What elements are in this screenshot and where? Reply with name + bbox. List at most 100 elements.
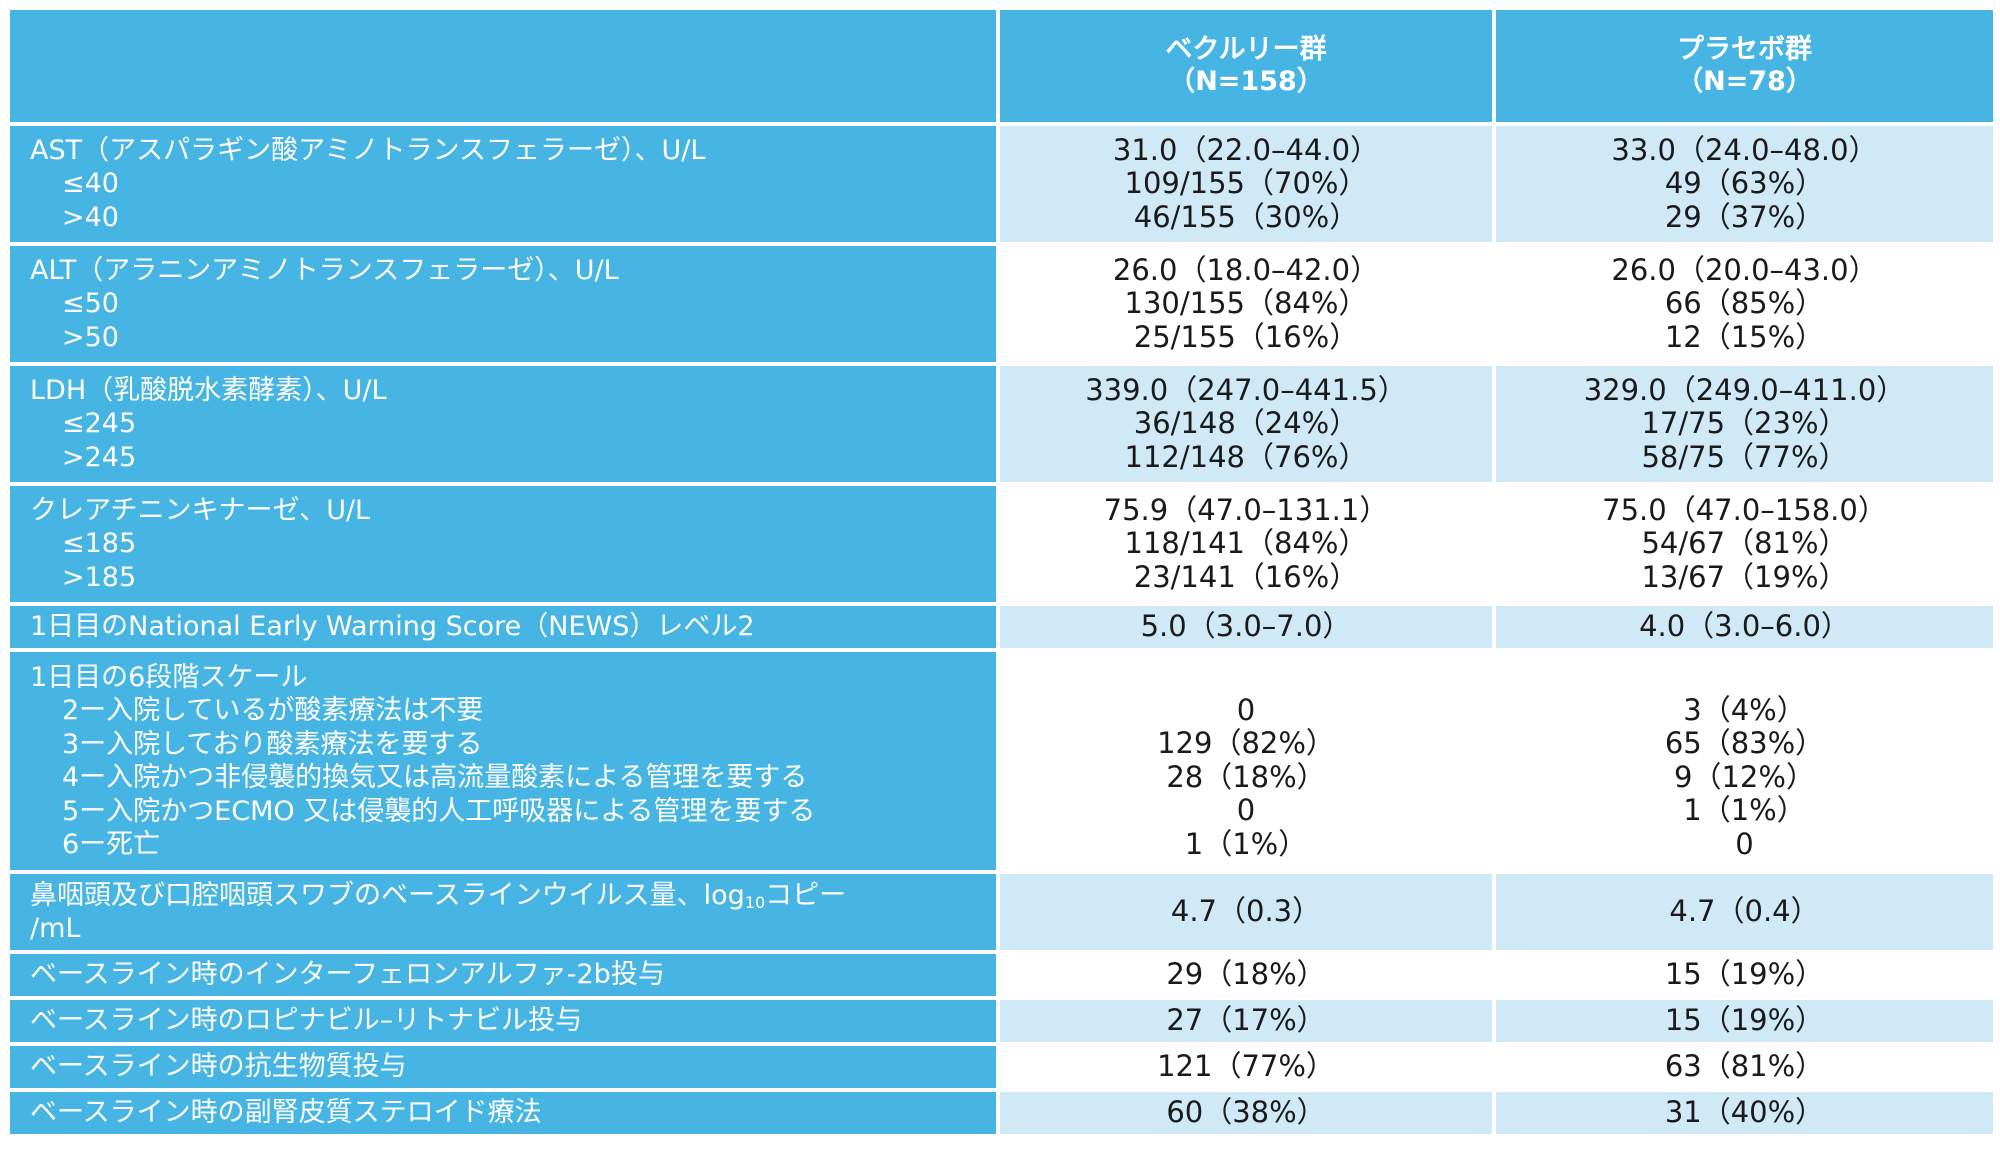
row-label: ベースライン時のロピナビル–リトナビル投与 xyxy=(10,1000,1000,1046)
table-row-antibiotics: ベースライン時の抗生物質投与 121（77%） 63（81%） xyxy=(10,1046,1993,1092)
cell-value: 130/155（84%） xyxy=(1124,286,1368,321)
row-label-main: ベースライン時の抗生物質投与 xyxy=(30,1051,407,1083)
row-label-sub: 5ー入院かつECMO 又は侵襲的人工呼吸器による管理を要する xyxy=(62,795,816,827)
cell-value: 3（4%） xyxy=(1683,692,1806,727)
table-row-corticosteroids: ベースライン時の副腎皮質ステロイド療法 60（38%） 31（40%） xyxy=(10,1092,1993,1138)
placebo-value-cell: 31（40%） xyxy=(1496,1092,1993,1138)
cell-value: 31.0（22.0–44.0） xyxy=(1112,132,1380,167)
veklury-value-cell: 60（38%） xyxy=(1000,1092,1496,1138)
row-label-main: クレアチニンキナーゼ、U/L xyxy=(30,494,371,526)
row-label: AST（アスパラギン酸アミノトランスフェラーゼ）、U/L ≤40 >40 xyxy=(10,126,1000,246)
row-label-continuation: /mL xyxy=(30,913,81,944)
table-row-creatine-kinase: クレアチニンキナーゼ、U/L ≤185 >185 75.9（47.0–131.1… xyxy=(10,486,1993,606)
row-label-sub: ≤40 xyxy=(62,168,119,200)
table-row-news: 1日目のNational Early Warning Score（NEWS）レベ… xyxy=(10,606,1993,652)
cell-value: 1（1%） xyxy=(1683,793,1806,828)
cell-value: 109/155（70%） xyxy=(1124,166,1368,201)
cell-value: 26.0（18.0–42.0） xyxy=(1112,252,1380,287)
row-label-main: AST（アスパラギン酸アミノトランスフェラーゼ）、U/L xyxy=(30,134,706,166)
row-label-main: 1日目の6段階スケール xyxy=(30,661,308,693)
cell-value: 339.0（247.0–441.5） xyxy=(1085,372,1407,407)
row-label-sub: >245 xyxy=(62,441,137,473)
cell-value: 12（15%） xyxy=(1664,319,1825,354)
cell-value: 29（18%） xyxy=(1166,957,1326,992)
placebo-value-cell: 329.0（249.0–411.0） 17/75（23%） 58/75（77%） xyxy=(1496,366,1993,486)
row-label-sub: ≤245 xyxy=(62,408,137,440)
row-label: ALT（アラニンアミノトランスフェラーゼ）、U/L ≤50 >50 xyxy=(10,246,1000,366)
cell-value: 65（83%） xyxy=(1664,726,1825,761)
veklury-group-title: ベクルリー群 xyxy=(1165,34,1327,65)
row-label-sub: >40 xyxy=(62,201,119,233)
row-label-main: 1日目のNational Early Warning Score（NEWS）レベ… xyxy=(30,611,755,643)
table-row-ast: AST（アスパラギン酸アミノトランスフェラーゼ）、U/L ≤40 >40 31.… xyxy=(10,126,1993,246)
cell-value: 9（12%） xyxy=(1674,759,1815,794)
veklury-group-n: （N=158） xyxy=(1168,66,1324,97)
row-label: ベースライン時の副腎皮質ステロイド療法 xyxy=(10,1092,1000,1138)
cell-value: 0 xyxy=(1236,692,1256,727)
cell-value: 75.0（47.0–158.0） xyxy=(1602,492,1887,527)
table-row-alt: ALT（アラニンアミノトランスフェラーゼ）、U/L ≤50 >50 26.0（1… xyxy=(10,246,1993,366)
veklury-value-cell: 29（18%） xyxy=(1000,954,1496,1000)
veklury-value-cell: 26.0（18.0–42.0） 130/155（84%） 25/155（16%） xyxy=(1000,246,1496,366)
veklury-value-cell: 0 129（82%） 28（18%） 0 1（1%） xyxy=(1000,652,1496,874)
cell-value: 4.7（0.4） xyxy=(1669,894,1820,929)
row-label-sub: ≤50 xyxy=(62,288,119,320)
row-label: ベースライン時のインターフェロンアルファ-2b投与 xyxy=(10,954,1000,1000)
row-label-main: 鼻咽頭及び口腔咽頭スワブのベースラインウイルス量、log10コピー xyxy=(30,879,996,913)
header-row: ベクルリー群 （N=158） プラセボ群 （N=78） xyxy=(10,10,1993,126)
placebo-value-cell: 4.7（0.4） xyxy=(1496,874,1993,954)
placebo-value-cell: 26.0（20.0–43.0） 66（85%） 12（15%） xyxy=(1496,246,1993,366)
placebo-value-cell: 4.0（3.0–6.0） xyxy=(1496,606,1993,652)
header-placebo-cell: プラセボ群 （N=78） xyxy=(1496,10,1993,126)
placebo-value-cell: 33.0（24.0–48.0） 49（63%） 29（37%） xyxy=(1496,126,1993,246)
row-label: 1日目の6段階スケール 2ー入院しているが酸素療法は不要 3ー入院しており酸素療… xyxy=(10,652,1000,874)
row-label-sub: >50 xyxy=(62,321,119,353)
table-row-interferon: ベースライン時のインターフェロンアルファ-2b投与 29（18%） 15（19%… xyxy=(10,954,1993,1000)
cell-value: 129（82%） xyxy=(1157,726,1335,761)
row-label: クレアチニンキナーゼ、U/L ≤185 >185 xyxy=(10,486,1000,606)
cell-value: 121（77%） xyxy=(1157,1049,1335,1084)
cell-value: 60（38%） xyxy=(1166,1095,1326,1130)
placebo-value-cell: 3（4%） 65（83%） 9（12%） 1（1%） 0 xyxy=(1496,652,1993,874)
veklury-value-cell: 75.9（47.0–131.1） 118/141（84%） 23/141（16%… xyxy=(1000,486,1496,606)
row-label-main: ベースライン時のインターフェロンアルファ-2b投与 xyxy=(30,959,665,991)
placebo-value-cell: 15（19%） xyxy=(1496,954,1993,1000)
veklury-value-cell: 4.7（0.3） xyxy=(1000,874,1496,954)
cell-value: 25/155（16%） xyxy=(1133,319,1359,354)
cell-value: 29（37%） xyxy=(1664,199,1825,234)
cell-value: 118/141（84%） xyxy=(1124,526,1368,561)
placebo-value-cell: 63（81%） xyxy=(1496,1046,1993,1092)
cell-value: 0 xyxy=(1735,826,1754,861)
cell-value: 1（1%） xyxy=(1184,826,1308,861)
baseline-characteristics-table: ベクルリー群 （N=158） プラセボ群 （N=78） AST（アスパラギン酸ア… xyxy=(10,10,1993,1138)
cell-value: 13/67（19%） xyxy=(1641,559,1848,594)
cell-value: 26.0（20.0–43.0） xyxy=(1611,252,1878,287)
row-label: ベースライン時の抗生物質投与 xyxy=(10,1046,1000,1092)
row-label-sub: 6ー死亡 xyxy=(62,829,161,860)
baseline-table-container: ベクルリー群 （N=158） プラセボ群 （N=78） AST（アスパラギン酸ア… xyxy=(10,10,1993,1138)
cell-value: 4.7（0.3） xyxy=(1170,894,1322,929)
table-row-viral-load: 鼻咽頭及び口腔咽頭スワブのベースラインウイルス量、log10コピー /mL 4.… xyxy=(10,874,1993,954)
row-label: 鼻咽頭及び口腔咽頭スワブのベースラインウイルス量、log10コピー /mL xyxy=(10,874,1000,954)
cell-value: 66（85%） xyxy=(1664,286,1825,321)
cell-value: 23/141（16%） xyxy=(1133,559,1359,594)
cell-value: 58/75（77%） xyxy=(1641,439,1848,474)
row-label-sub: ≤185 xyxy=(62,528,137,560)
cell-value: 15（19%） xyxy=(1664,957,1825,992)
cell-value: 33.0（24.0–48.0） xyxy=(1611,132,1878,167)
cell-value: 4.0（3.0–6.0） xyxy=(1639,609,1850,644)
veklury-value-cell: 31.0（22.0–44.0） 109/155（70%） 46/155（30%） xyxy=(1000,126,1496,246)
cell-value: 46/155（30%） xyxy=(1133,199,1359,234)
row-label-main: ALT（アラニンアミノトランスフェラーゼ）、U/L xyxy=(30,254,619,286)
cell-value: 28（18%） xyxy=(1166,759,1326,794)
row-label-main: ベースライン時のロピナビル–リトナビル投与 xyxy=(30,1005,583,1037)
cell-value: 112/148（76%） xyxy=(1124,439,1368,474)
viral-load-label-unit: コピー xyxy=(765,879,847,911)
viral-load-label-text: 鼻咽頭及び口腔咽頭スワブのベースラインウイルス量、log xyxy=(30,879,745,911)
row-label-sub: >185 xyxy=(62,561,137,593)
cell-value: 31（40%） xyxy=(1664,1095,1825,1130)
cell-value: 36/148（24%） xyxy=(1133,406,1359,441)
log-subscript: 10 xyxy=(744,892,766,912)
veklury-value-cell: 339.0（247.0–441.5） 36/148（24%） 112/148（7… xyxy=(1000,366,1496,486)
placebo-group-n: （N=78） xyxy=(1676,66,1813,97)
